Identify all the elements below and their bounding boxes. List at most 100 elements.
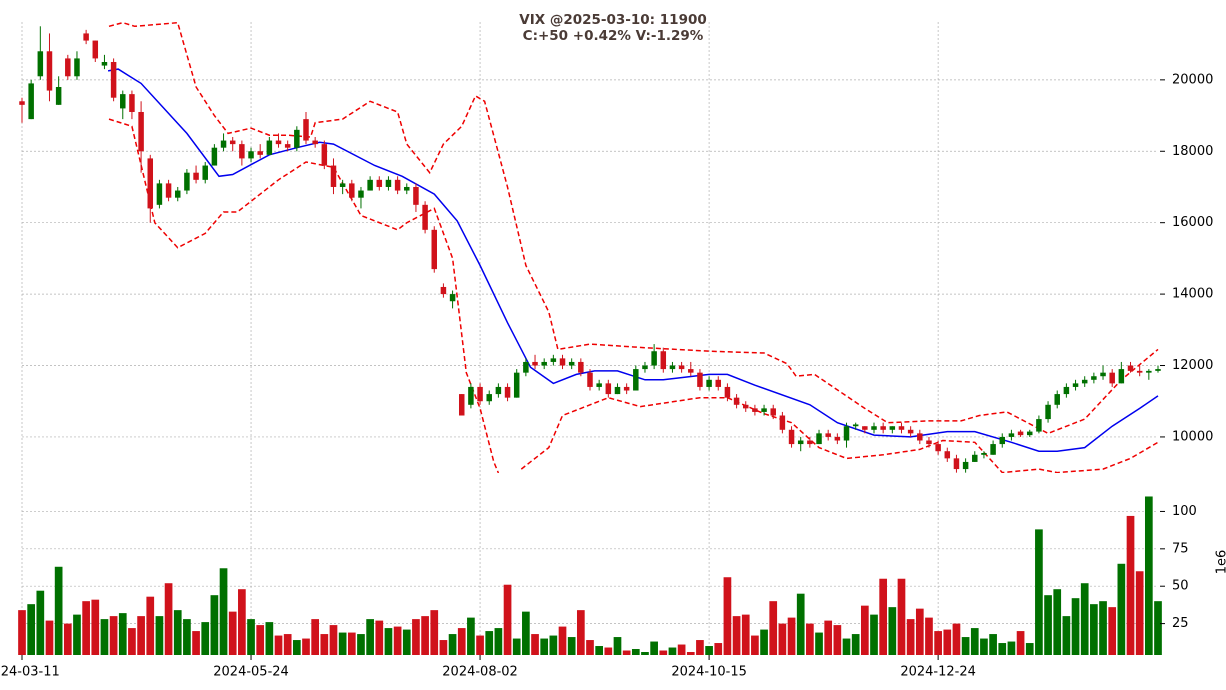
volume-bar: [925, 617, 933, 655]
volume-bar: [329, 625, 338, 655]
volume-bar: [63, 623, 72, 655]
candle-body: [990, 444, 996, 455]
candle-body: [321, 144, 328, 166]
volume-bar: [347, 632, 356, 655]
volume-bar: [210, 595, 219, 655]
volume-bar: [998, 643, 1007, 655]
candle-body: [715, 379, 722, 387]
volume-bar: [45, 620, 54, 655]
volume-bar: [1053, 589, 1062, 655]
volume-bar: [897, 578, 906, 655]
volume-bar: [815, 632, 823, 655]
x-tick-label: 2024-03-11: [0, 665, 60, 680]
candle-body: [394, 179, 401, 191]
candle-body: [1008, 433, 1015, 437]
volume-bar: [36, 590, 45, 655]
volume-bar: [283, 634, 292, 655]
volume-bar: [485, 631, 494, 655]
volume-bar: [1025, 643, 1034, 655]
volume-bar: [906, 619, 915, 655]
candle-body: [917, 433, 923, 441]
candle-body: [349, 183, 355, 198]
volume-bar: [27, 604, 36, 655]
candle-body: [614, 386, 621, 395]
candle-body: [568, 361, 575, 366]
x-tick-label: 2024-08-02: [442, 665, 518, 680]
candle-body: [156, 183, 163, 205]
volume-bar: [393, 626, 402, 655]
volume-bar: [18, 610, 26, 655]
volume-bar: [622, 650, 631, 655]
volume-bar: [540, 638, 549, 655]
candle-body: [220, 140, 227, 148]
candle-body: [953, 458, 960, 470]
candle-body: [110, 61, 117, 98]
candle-body: [266, 140, 273, 155]
candle-body: [541, 361, 547, 366]
volume-bars: [18, 496, 1162, 655]
candle-body: [1026, 431, 1033, 436]
candle-body: [559, 358, 566, 366]
volume-bar: [842, 638, 851, 655]
volume-bar: [558, 626, 567, 655]
volume-bar: [1080, 583, 1089, 655]
y-tick-label: 75: [1172, 541, 1189, 556]
candle-body: [1072, 383, 1079, 387]
candle-body: [907, 429, 914, 434]
x-tick-label: 2024-10-15: [671, 665, 747, 680]
candle-body: [688, 369, 694, 373]
volume-bar: [219, 568, 228, 655]
candle-body: [1100, 372, 1106, 377]
volume-bar: [934, 631, 942, 655]
candle-body: [1155, 369, 1161, 371]
indicator-line: [108, 118, 1159, 473]
candle-body: [385, 179, 392, 187]
candle-body: [468, 386, 474, 405]
candle-body: [706, 379, 712, 387]
volume-bar: [796, 593, 805, 655]
volume-bar: [503, 584, 512, 655]
candle-body: [138, 111, 144, 152]
volume-bar: [631, 649, 640, 655]
candle-body: [742, 404, 749, 409]
candle-body: [28, 83, 34, 120]
candle-body: [458, 394, 465, 416]
candle-body: [532, 361, 538, 366]
candle-body: [651, 351, 657, 366]
candle-body: [733, 397, 740, 405]
candle-body: [843, 426, 850, 441]
volume-bar: [137, 616, 145, 655]
volume-bar: [760, 629, 768, 655]
candle-body: [229, 140, 236, 145]
volume-bar: [73, 614, 81, 655]
candle-body: [797, 440, 804, 445]
volume-bar: [421, 616, 429, 655]
volume-bar: [970, 628, 979, 655]
candle-body: [642, 365, 648, 370]
volume-bar: [741, 614, 750, 655]
volume-bar: [192, 631, 200, 655]
volume-bar: [879, 578, 888, 655]
candle-body: [294, 129, 300, 148]
volume-bar: [412, 619, 420, 655]
indicator-lines: [107, 22, 1159, 473]
volume-bar: [659, 650, 668, 655]
volume-bar: [522, 611, 530, 655]
candle-body: [770, 408, 776, 416]
y-tick-label: 20000: [1172, 72, 1213, 87]
candle-body: [193, 172, 199, 180]
volume-bar: [128, 628, 136, 655]
volume-bar: [1016, 631, 1025, 655]
candle-body: [605, 383, 612, 395]
volume-bar: [705, 646, 713, 655]
candle-body: [376, 179, 383, 187]
volume-bar: [1135, 571, 1144, 655]
candle-body: [486, 394, 492, 402]
volume-bar: [1154, 601, 1162, 655]
candle-body: [165, 183, 172, 198]
volume-bar: [769, 601, 778, 655]
volume-bar: [265, 622, 274, 655]
volume-bar: [311, 619, 320, 655]
candle-body: [330, 165, 337, 187]
volume-bar: [1144, 496, 1153, 655]
